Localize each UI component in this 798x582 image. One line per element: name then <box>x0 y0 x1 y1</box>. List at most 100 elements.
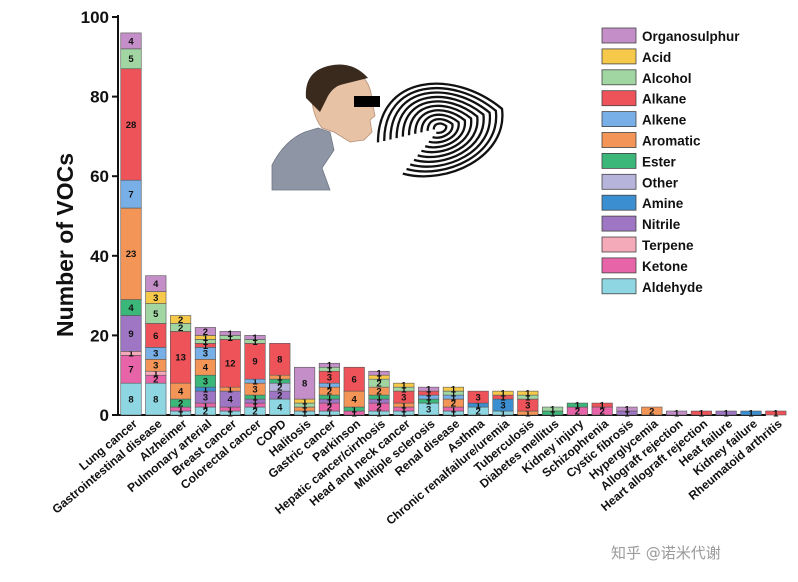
bar-stack-lung-cancer: 8 7 1 9 4 23 7 28 5 4 <box>120 32 142 416</box>
bar-value-label: 1 <box>302 408 308 419</box>
bar-segment-organosulphur <box>294 366 316 400</box>
bar-value-label: 1 <box>500 408 506 419</box>
bar-segment-organosulphur <box>368 370 390 376</box>
bar-stack-kidney-injury: 21 <box>566 400 588 417</box>
bar-value-label: 3 <box>476 392 481 403</box>
bar-value-label: 4 <box>352 394 358 405</box>
bar-value-label: 1 <box>525 408 531 419</box>
bar-value-label: 1 <box>451 404 457 415</box>
bar-value-label: 6 <box>352 375 357 386</box>
y-tick-label: 80 <box>90 88 109 107</box>
bar-value-label: 1 <box>178 404 184 415</box>
bar-segment-ester <box>566 402 588 408</box>
bar-value-label: 1 <box>575 400 581 411</box>
bar-value-label: 1 <box>203 400 209 411</box>
bar-value-label: 2 <box>327 387 332 398</box>
legend-swatch-alkane <box>601 90 637 107</box>
bar-value-label: 1 <box>674 408 680 419</box>
bar-value-label: 1 <box>773 408 779 419</box>
bar-value-label: 8 <box>128 394 133 405</box>
bar-value-label: 3 <box>401 392 406 403</box>
bar-segment-organosulphur <box>145 275 167 292</box>
legend-swatch-alkene <box>601 111 637 127</box>
bar-segment-nitrile <box>715 410 737 416</box>
legend-swatch-other <box>601 173 637 190</box>
bar-value-label: 1 <box>228 385 234 396</box>
bar-value-label: 1 <box>376 396 382 407</box>
bar-value-label: 2 <box>178 398 183 409</box>
bar-value-label: 1 <box>327 408 333 419</box>
bar-value-label: 3 <box>426 404 431 415</box>
legend-swatch-ester <box>601 152 637 169</box>
bar-value-label: 1 <box>550 404 556 415</box>
bar-value-label: 1 <box>252 396 258 407</box>
bar-value-label: 9 <box>252 357 257 368</box>
bar-value-label: 1 <box>153 369 159 380</box>
bar-value-label: 1 <box>525 392 531 403</box>
y-ticks: 0 20 40 60 80 100 <box>81 8 118 425</box>
bar-value-label: 1 <box>376 408 382 419</box>
bar-value-label: 1 <box>451 408 457 419</box>
bar-segment-organosulphur <box>318 362 340 368</box>
bar-segment-organosulphur <box>219 331 241 336</box>
bar-value-label: 1 <box>352 404 358 415</box>
bar-value-label: 1 <box>228 404 234 415</box>
bar-value-label: 4 <box>178 387 184 398</box>
bar-value-label: 4 <box>153 279 159 290</box>
bar-stack-hyperglycemia: 2 <box>641 406 663 417</box>
bar-value-label: 1 <box>203 385 209 396</box>
bar-segment-organosulphur <box>418 386 440 392</box>
bar-value-label: 1 <box>228 329 234 340</box>
bar-value-label: 2 <box>277 391 282 402</box>
bar-value-label: 1 <box>252 392 258 403</box>
bar-value-label: 1 <box>327 361 333 372</box>
fingerprint-ridge <box>401 100 479 158</box>
legend-label-aromatic: Aromatic <box>642 134 701 149</box>
bar-value-label: 5 <box>128 54 134 65</box>
bar-value-label: 2 <box>252 406 257 417</box>
fingerprint-ridge <box>407 104 473 154</box>
bar-value-label: 1 <box>699 408 705 419</box>
legend: Organosulphur Acid Alcohol Alkane Alkene Arom… <box>594 22 777 302</box>
legend-label-ester: Ester <box>642 154 677 169</box>
fingerprint-ridge <box>389 91 491 168</box>
bar-segment-acid <box>170 315 192 324</box>
bar-value-label: 1 <box>476 400 482 411</box>
fingerprint-ridge <box>395 95 485 163</box>
bar-value-label: 1 <box>600 400 606 411</box>
bar-value-label: 2 <box>376 387 381 398</box>
legend-label-alkane: Alkane <box>642 92 687 107</box>
bar-value-label: 12 <box>225 359 236 370</box>
legend-swatch-amine <box>601 194 637 211</box>
bar-segment-organosulphur <box>120 32 142 50</box>
y-tick-label: 20 <box>90 326 109 345</box>
bar-segment-acid <box>393 382 415 388</box>
y-tick-label: 40 <box>90 247 109 266</box>
bar-segment-acid <box>442 386 464 392</box>
bar-value-label: 1 <box>277 373 283 384</box>
bar-value-label: 7 <box>128 365 133 376</box>
bar-stack-allograft-rejection: 1 <box>666 408 688 419</box>
legend-label-amine: Amine <box>642 196 684 211</box>
bar-segment-aromatic <box>641 406 663 416</box>
bar-value-label: 1 <box>252 400 258 411</box>
bar-stack-rheumatoid-arthritis: 1 <box>765 408 787 419</box>
bar-value-label: 2 <box>153 375 158 386</box>
bar-value-label: 1 <box>252 337 258 348</box>
bar-segment-alkane <box>765 410 787 416</box>
legend-swatch-ketone <box>601 257 637 274</box>
bar-value-label: 4 <box>228 394 234 405</box>
bar-value-label: 1 <box>426 396 432 407</box>
bar-value-label: 23 <box>126 249 137 260</box>
